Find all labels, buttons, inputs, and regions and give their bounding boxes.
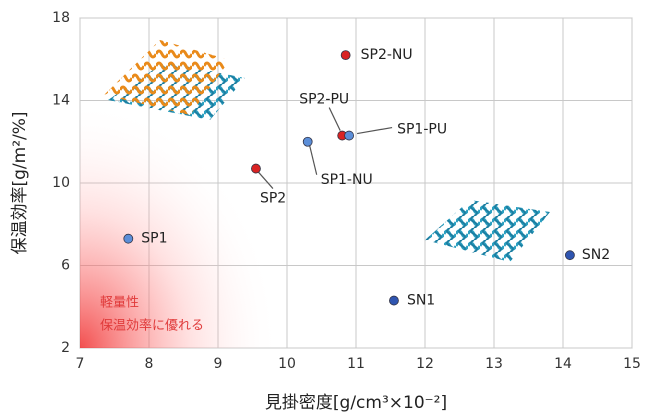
- chart: 軽量性 保温効率に優れる 保温効率[g/m²/%] 見掛密度[g/cm³×10⁻…: [0, 0, 657, 416]
- annotation: 保温効率に優れる: [100, 318, 204, 334]
- point: [303, 137, 312, 146]
- x-tick-label: 11: [347, 356, 365, 372]
- x-axis-title: 見掛密度[g/cm³×10⁻²]: [265, 393, 447, 413]
- point-label: SN1: [407, 293, 435, 309]
- point: [345, 131, 354, 140]
- point: [124, 234, 133, 243]
- leader-line: [357, 128, 392, 134]
- y-tick-label: 10: [52, 175, 70, 191]
- y-axis-title: 保温効率[g/m²/%]: [10, 111, 30, 254]
- x-tick-label: 15: [623, 356, 641, 372]
- point-label: SP1-NU: [321, 172, 373, 188]
- leader-line: [329, 108, 340, 131]
- x-tick-label: 10: [278, 356, 296, 372]
- point-label: SP2-PU: [299, 92, 349, 108]
- point-label: SP1: [141, 231, 167, 247]
- y-tick-label: 14: [52, 93, 70, 109]
- x-tick-label: 12: [416, 356, 434, 372]
- point: [251, 164, 260, 173]
- point-label: SP2: [260, 191, 286, 207]
- y-tick-label: 6: [61, 258, 70, 274]
- point: [565, 251, 574, 260]
- x-tick-label: 7: [76, 356, 85, 372]
- x-tick-label: 8: [145, 356, 154, 372]
- y-tick-label: 18: [52, 10, 70, 26]
- x-tick-label: 9: [214, 356, 223, 372]
- x-tick-label: 14: [554, 356, 572, 372]
- point-label: SP1-PU: [397, 122, 447, 138]
- annotation: 軽量性: [100, 296, 139, 311]
- point: [389, 296, 398, 305]
- point: [341, 51, 350, 60]
- y-tick-label: 2: [61, 340, 70, 356]
- point-label: SP2-NU: [361, 47, 413, 63]
- highlight-area: [80, 100, 280, 348]
- x-tick-label: 13: [485, 356, 503, 372]
- point-label: SN2: [582, 247, 610, 263]
- leader-line: [310, 146, 317, 175]
